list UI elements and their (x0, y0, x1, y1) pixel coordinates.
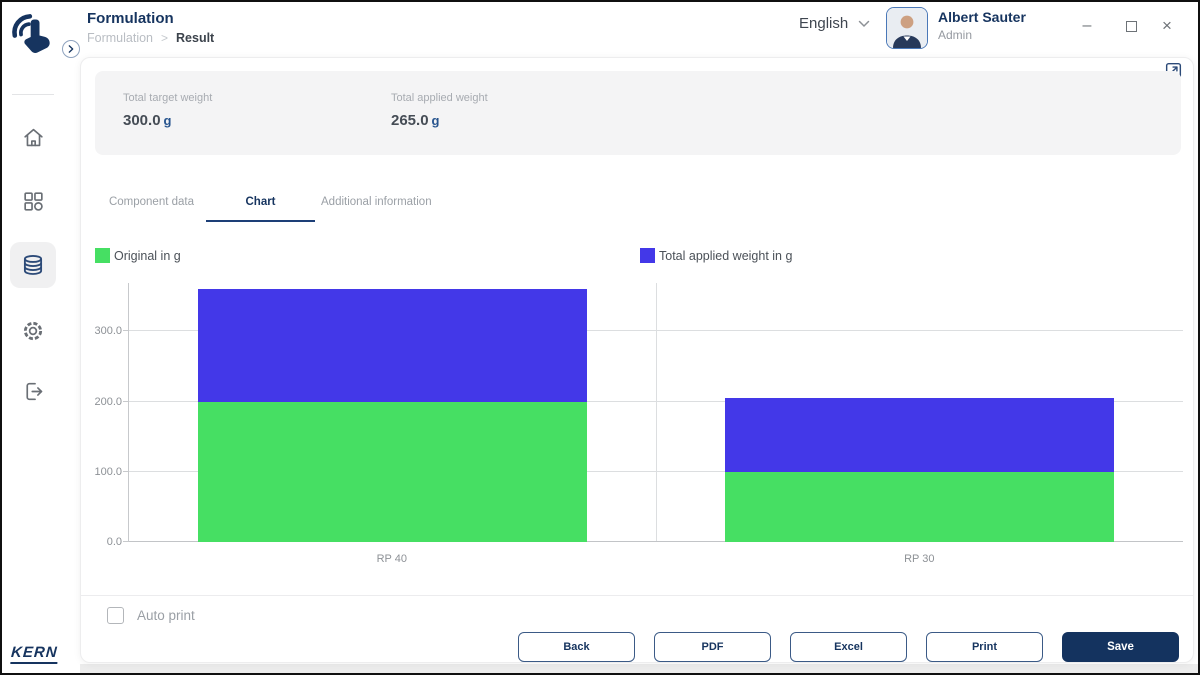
window-bottom-strip (80, 664, 1198, 673)
database-icon (20, 252, 46, 278)
maximize-icon (1125, 20, 1137, 32)
bar-rp-40 (197, 289, 588, 542)
bar-segment-original-in-g-rp-40 (197, 401, 588, 542)
summary-field-total-target-weight: Total target weight 300.0 g (123, 92, 212, 130)
result-panel: Total target weight 300.0 g Total applied w… (80, 57, 1194, 663)
home-icon (21, 125, 46, 150)
sidebar-item-apps[interactable] (10, 178, 56, 224)
y-tick-label: 100.0 (94, 465, 122, 478)
kern-logo: KERN (10, 644, 59, 664)
summary-field-value: 300.0 (123, 112, 161, 129)
settings-gear-icon (20, 318, 46, 344)
bar-rp-30 (724, 398, 1115, 542)
summary-field-value-row: 300.0 g (123, 112, 212, 130)
user-role: Admin (938, 28, 973, 42)
language-selector[interactable]: English (799, 15, 870, 32)
tab-chart[interactable]: Chart (206, 188, 315, 222)
summary-field-value: 265.0 (391, 112, 429, 129)
chart-legend: Original in g Total applied weight in g (81, 248, 1193, 266)
close-button[interactable]: × (1162, 16, 1172, 35)
gridline-y-200 (129, 400, 1183, 402)
maximize-button[interactable] (1120, 15, 1142, 37)
x-category-label-rp-40: RP 40 (376, 553, 407, 565)
breadcrumb-current: Result (176, 31, 215, 45)
page-title: Formulation (87, 10, 174, 27)
legend-swatch-icon (95, 248, 110, 263)
sidebar-divider (12, 94, 54, 95)
sidebar-item-settings[interactable] (10, 308, 56, 354)
bar-segment-total-applied-weight-in-g-rp-30 (724, 398, 1115, 472)
legend-label: Total applied weight in g (659, 248, 793, 263)
bar-segment-original-in-g-rp-30 (724, 471, 1115, 542)
y-tick-mark (123, 330, 129, 332)
app-logo-icon (7, 7, 61, 61)
y-tick-label: 200.0 (94, 395, 122, 408)
y-tick-mark (123, 541, 129, 542)
bar-segment-total-applied-weight-in-g-rp-40 (197, 289, 588, 402)
sidebar-item-database[interactable] (10, 242, 56, 288)
back-button[interactable]: Back (518, 632, 635, 662)
apps-icon (21, 189, 46, 214)
summary-panel: Total target weight 300.0 g Total applied w… (95, 71, 1181, 155)
gridline-y-300 (129, 330, 1183, 332)
action-button-row: Back PDF Excel Print Save (518, 632, 1179, 662)
pdf-button[interactable]: PDF (654, 632, 771, 662)
y-tick-mark (123, 470, 129, 472)
category-separator-line (656, 283, 657, 542)
legend-label: Original in g (114, 248, 181, 263)
footer-divider (81, 595, 1193, 596)
legend-item-total-applied-weight-in-g: Total applied weight in g (640, 248, 792, 263)
sidebar-item-logout[interactable] (10, 368, 56, 414)
auto-print-toggle[interactable]: Auto print (107, 607, 195, 624)
logout-icon (21, 379, 46, 404)
gridline-y-100 (129, 470, 1183, 472)
summary-field-unit: g (431, 113, 440, 128)
tab-bar: Component data Chart Additional informatio… (97, 188, 438, 222)
language-selected-label: English (799, 15, 849, 32)
minimize-button[interactable]: – (1082, 17, 1092, 34)
breadcrumb: Formulation > Result (87, 31, 214, 45)
auto-print-label: Auto print (137, 608, 195, 623)
y-tick-label: 0.0 (106, 536, 122, 548)
stacked-bar-chart: 0.0 100.0 200.0 300.0 (94, 283, 1183, 548)
breadcrumb-parent[interactable]: Formulation (87, 31, 153, 45)
x-category-label-rp-30: RP 30 (904, 553, 935, 565)
summary-field-total-applied-weight: Total applied weight 265.0 g (391, 92, 488, 130)
y-tick-label: 300.0 (94, 325, 122, 338)
legend-item-original-in-g: Original in g (95, 248, 181, 263)
auto-print-checkbox[interactable] (107, 607, 124, 624)
summary-field-unit: g (163, 113, 172, 128)
excel-button[interactable]: Excel (790, 632, 907, 662)
sidebar-expand-button[interactable] (62, 40, 80, 58)
legend-swatch-icon (640, 248, 655, 263)
chevron-down-icon (858, 20, 870, 28)
tab-component-data[interactable]: Component data (108, 196, 195, 208)
x-axis-line (123, 541, 1183, 542)
avatar[interactable] (886, 7, 928, 49)
print-button[interactable]: Print (926, 632, 1043, 662)
y-tick-mark (123, 400, 129, 402)
breadcrumb-separator-icon: > (161, 31, 169, 45)
save-button[interactable]: Save (1062, 632, 1179, 662)
summary-field-label: Total target weight (123, 92, 213, 104)
sidebar: KERN (2, 2, 64, 673)
user-name: Albert Sauter (938, 9, 1026, 25)
summary-field-value-row: 265.0 g (391, 112, 488, 130)
sidebar-item-home[interactable] (10, 114, 56, 160)
summary-field-label: Total applied weight (391, 92, 488, 104)
tab-additional-information[interactable]: Additional information (321, 196, 432, 208)
